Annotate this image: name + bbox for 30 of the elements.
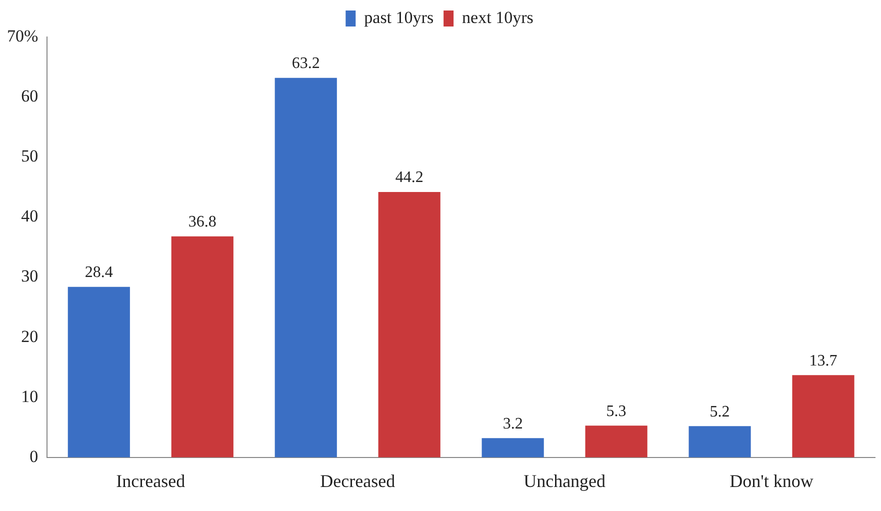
y-tick-label: 50 (21, 146, 38, 166)
data-label: 13.7 (809, 352, 838, 370)
data-label: 5.2 (710, 403, 730, 420)
data-label: 28.4 (84, 264, 113, 282)
data-label: 36.8 (188, 214, 216, 231)
data-label: 5.3 (606, 402, 626, 420)
y-tick-label: 60 (21, 86, 38, 106)
bar (585, 426, 648, 458)
x-tick-label: Unchanged (524, 470, 606, 491)
bar (688, 426, 751, 458)
data-label: 44.2 (395, 169, 424, 186)
data-label: 3.2 (502, 415, 523, 432)
y-tick-label: 40 (21, 206, 38, 226)
y-tick-label: 70% (6, 26, 38, 46)
y-tick-label: 20 (21, 326, 38, 346)
y-tick-label: 0 (30, 446, 38, 466)
bar (378, 192, 440, 458)
bar (171, 236, 234, 458)
bar (482, 438, 544, 458)
legend-label: past 10yrs (364, 8, 434, 27)
y-tick-label: 30 (21, 266, 38, 286)
x-tick-label: Don't know (730, 470, 814, 491)
bar (274, 78, 337, 458)
bar (792, 375, 854, 458)
y-tick-label: 10 (21, 386, 38, 406)
legend-label: next 10yrs (462, 8, 534, 27)
x-tick-label: Decreased (320, 470, 396, 491)
bar (68, 286, 130, 458)
x-tick-label: Increased (116, 470, 186, 491)
data-label: 63.2 (292, 55, 320, 72)
